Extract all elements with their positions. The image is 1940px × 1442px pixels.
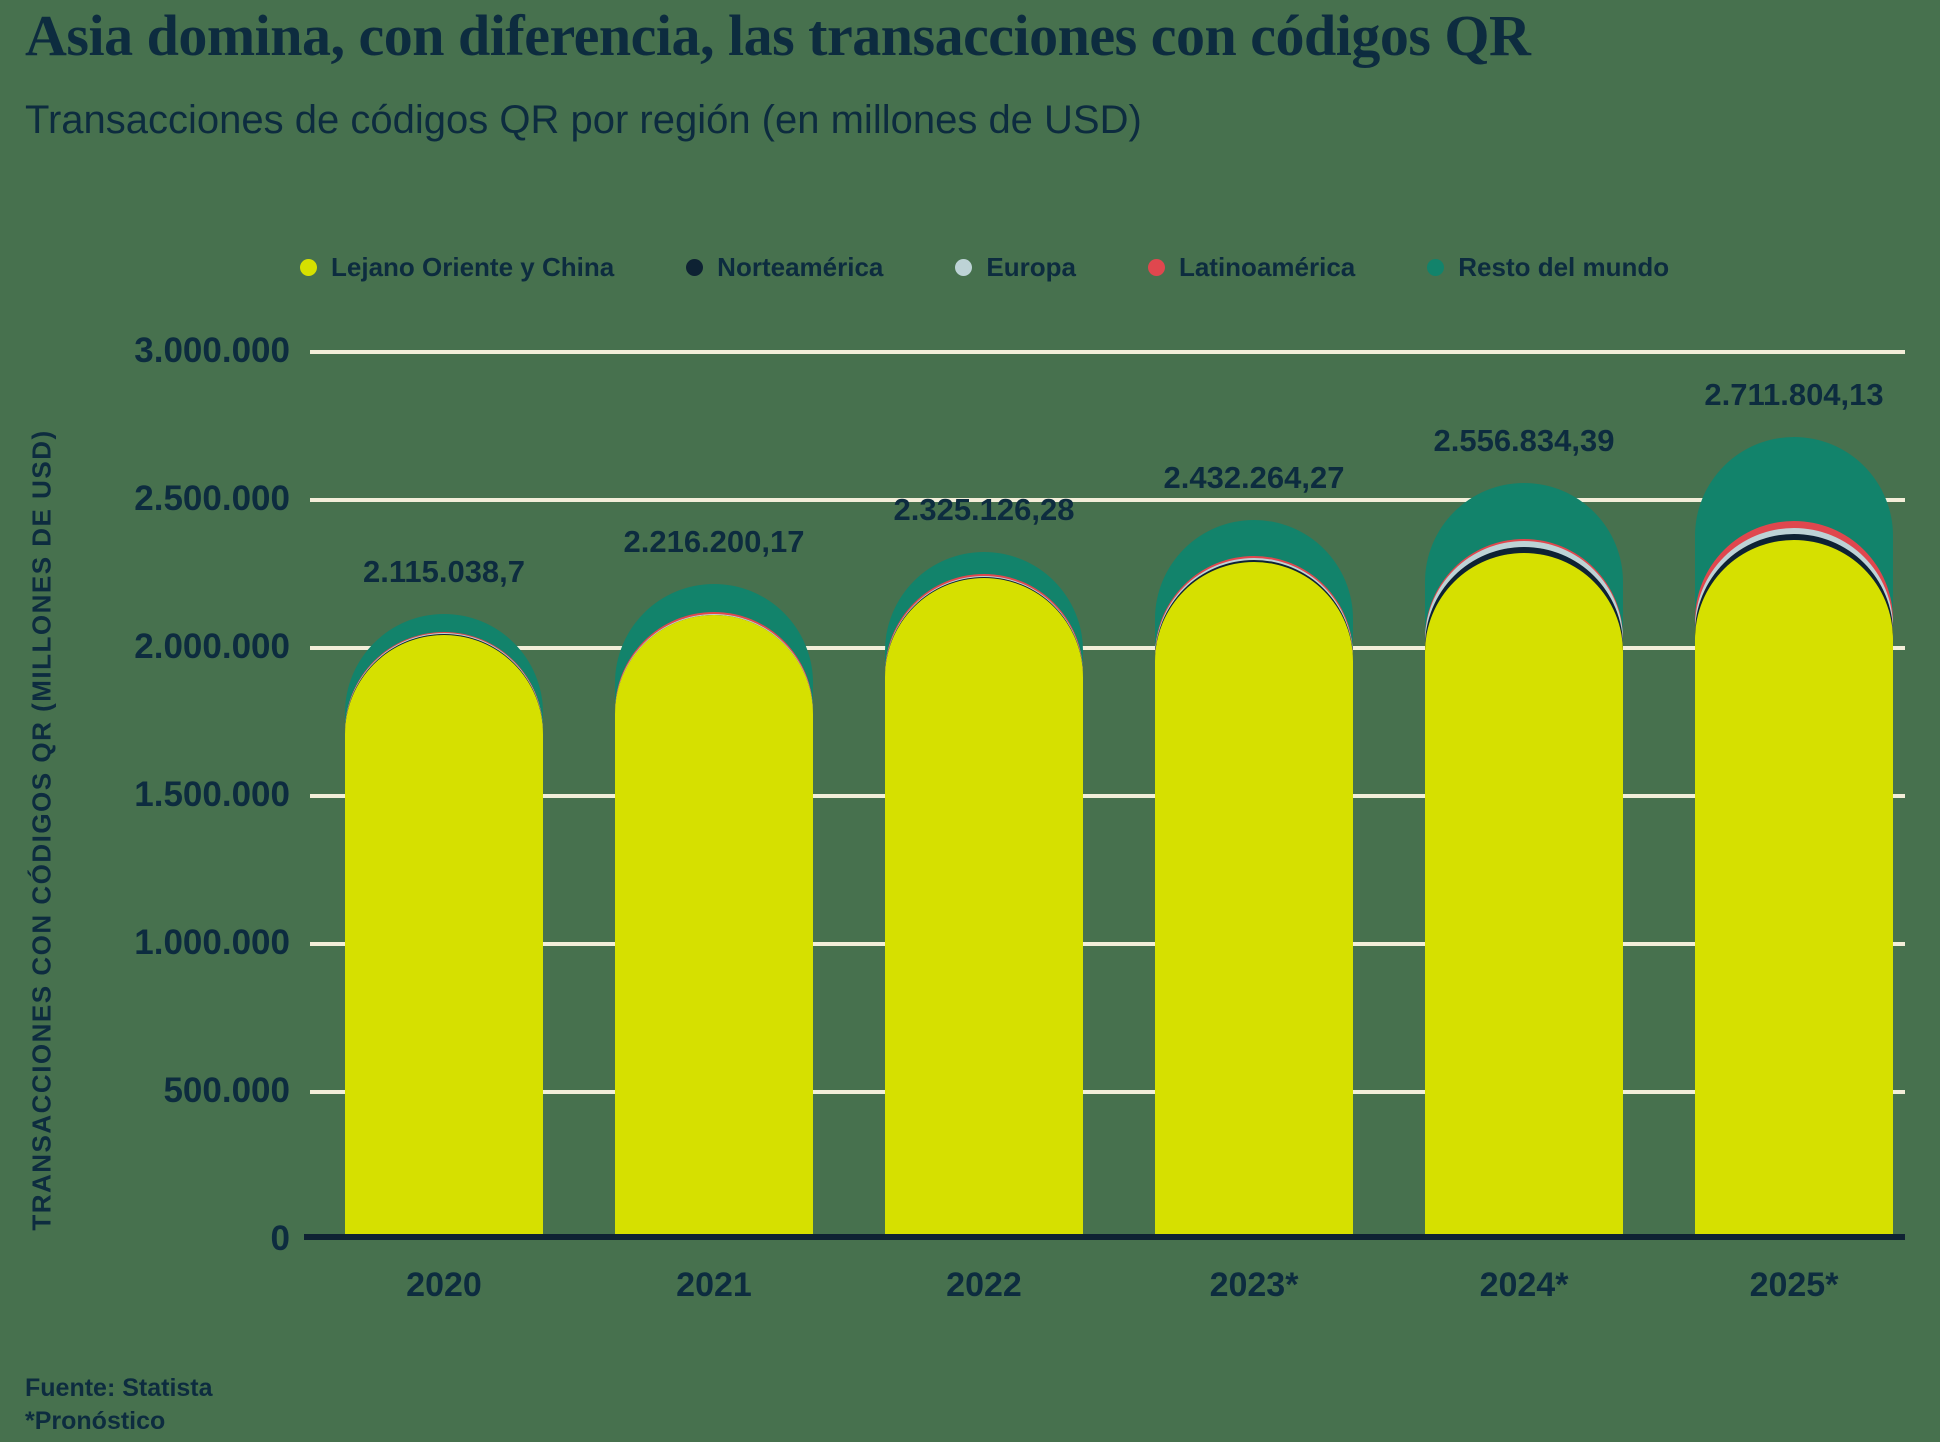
y-tick-label-1.500.000: 1.500.000 — [134, 775, 290, 814]
legend-item-Latinoamérica: Latinoamérica — [1147, 252, 1356, 283]
legend: Lejano Oriente y China Norteamérica Europa… — [300, 252, 1669, 283]
forecast-note: *Pronóstico — [25, 1407, 166, 1435]
bar-segment-Lejano Oriente y China-2021 — [615, 615, 813, 1240]
bar-segment-Lejano Oriente y China-2022 — [885, 578, 1083, 1240]
y-tick-label-2.000.000: 2.000.000 — [134, 627, 290, 666]
x-tick-label-2024*: 2024* — [1479, 1266, 1569, 1304]
legend-item-Norteamérica: Norteamérica — [686, 252, 883, 283]
bar-segment-Lejano Oriente y China-2024* — [1425, 553, 1623, 1240]
legend-label-Norteamérica: Norteamérica — [717, 252, 884, 282]
legend-dot-Latinoamérica-icon — [1147, 259, 1165, 276]
bar-total-label-2024*: 2.556.834,39 — [1433, 423, 1615, 459]
legend-label-Resto del mundo: Resto del mundo — [1458, 252, 1670, 282]
gridline-500.000 — [310, 1090, 1905, 1094]
source-credit: Fuente: Statista — [25, 1374, 213, 1402]
gridline-2.000.000 — [310, 646, 1905, 650]
legend-label-Europa: Europa — [986, 252, 1076, 282]
chart-title: Asia domina, con diferencia, las transac… — [25, 3, 1531, 68]
legend-dot-Norteamérica-icon — [686, 259, 704, 276]
gridline-2.500.000 — [310, 498, 1905, 502]
plot-area — [304, 350, 1905, 1240]
legend-item-Lejano Oriente y China: Lejano Oriente y China — [300, 252, 614, 283]
y-tick-label-3.000.000: 3.000.000 — [134, 331, 290, 370]
bar-total-label-2025*: 2.711.804,13 — [1704, 377, 1884, 413]
gridline-1.500.000 — [310, 794, 1905, 798]
bar-total-label-2020: 2.115.038,7 — [362, 553, 526, 589]
y-tick-label-0: 0 — [270, 1219, 290, 1258]
gridline-1.000.000 — [310, 942, 1905, 946]
legend-label-Latinoamérica: Latinoamérica — [1178, 252, 1356, 282]
legend-dot-Resto del mundo-icon — [1427, 259, 1445, 276]
legend-item-Resto del mundo: Resto del mundo — [1427, 252, 1669, 283]
legend-dot-Europa-icon — [955, 259, 973, 276]
x-tick-label-2020: 2020 — [406, 1266, 482, 1304]
legend-label-Lejano Oriente y China: Lejano Oriente y China — [331, 252, 615, 282]
x-tick-label-2022: 2022 — [946, 1266, 1022, 1304]
legend-item-Europa: Europa — [955, 252, 1076, 283]
y-tick-label-1.000.000: 1.000.000 — [134, 923, 290, 962]
bar-segment-Lejano Oriente y China-2020 — [345, 634, 543, 1240]
bar-total-label-2022: 2.325.126,28 — [893, 491, 1075, 527]
bar-total-label-2023*: 2.432.264,27 — [1163, 460, 1345, 496]
x-tick-label-2021: 2021 — [676, 1266, 752, 1304]
gridline-3.000.000 — [310, 350, 1905, 354]
bar-segment-Lejano Oriente y China-2023* — [1155, 562, 1353, 1240]
y-tick-label-500.000: 500.000 — [163, 1071, 290, 1110]
chart-subtitle: Transacciones de códigos QR por región (… — [25, 98, 1142, 142]
bar-total-label-2021: 2.216.200,17 — [623, 524, 805, 559]
legend-dot-Lejano Oriente y China-icon — [300, 259, 317, 276]
x-tick-label-2025*: 2025* — [1749, 1266, 1839, 1304]
bar-segment-Lejano Oriente y China-2025* — [1695, 540, 1893, 1240]
x-tick-label-2023*: 2023* — [1209, 1266, 1299, 1304]
y-tick-label-2.500.000: 2.500.000 — [134, 479, 290, 518]
x-axis-line — [304, 1234, 1905, 1240]
y-axis-title: TRANSACCIONES CON CÓDIGOS QR (MILLONES D… — [26, 429, 57, 1231]
